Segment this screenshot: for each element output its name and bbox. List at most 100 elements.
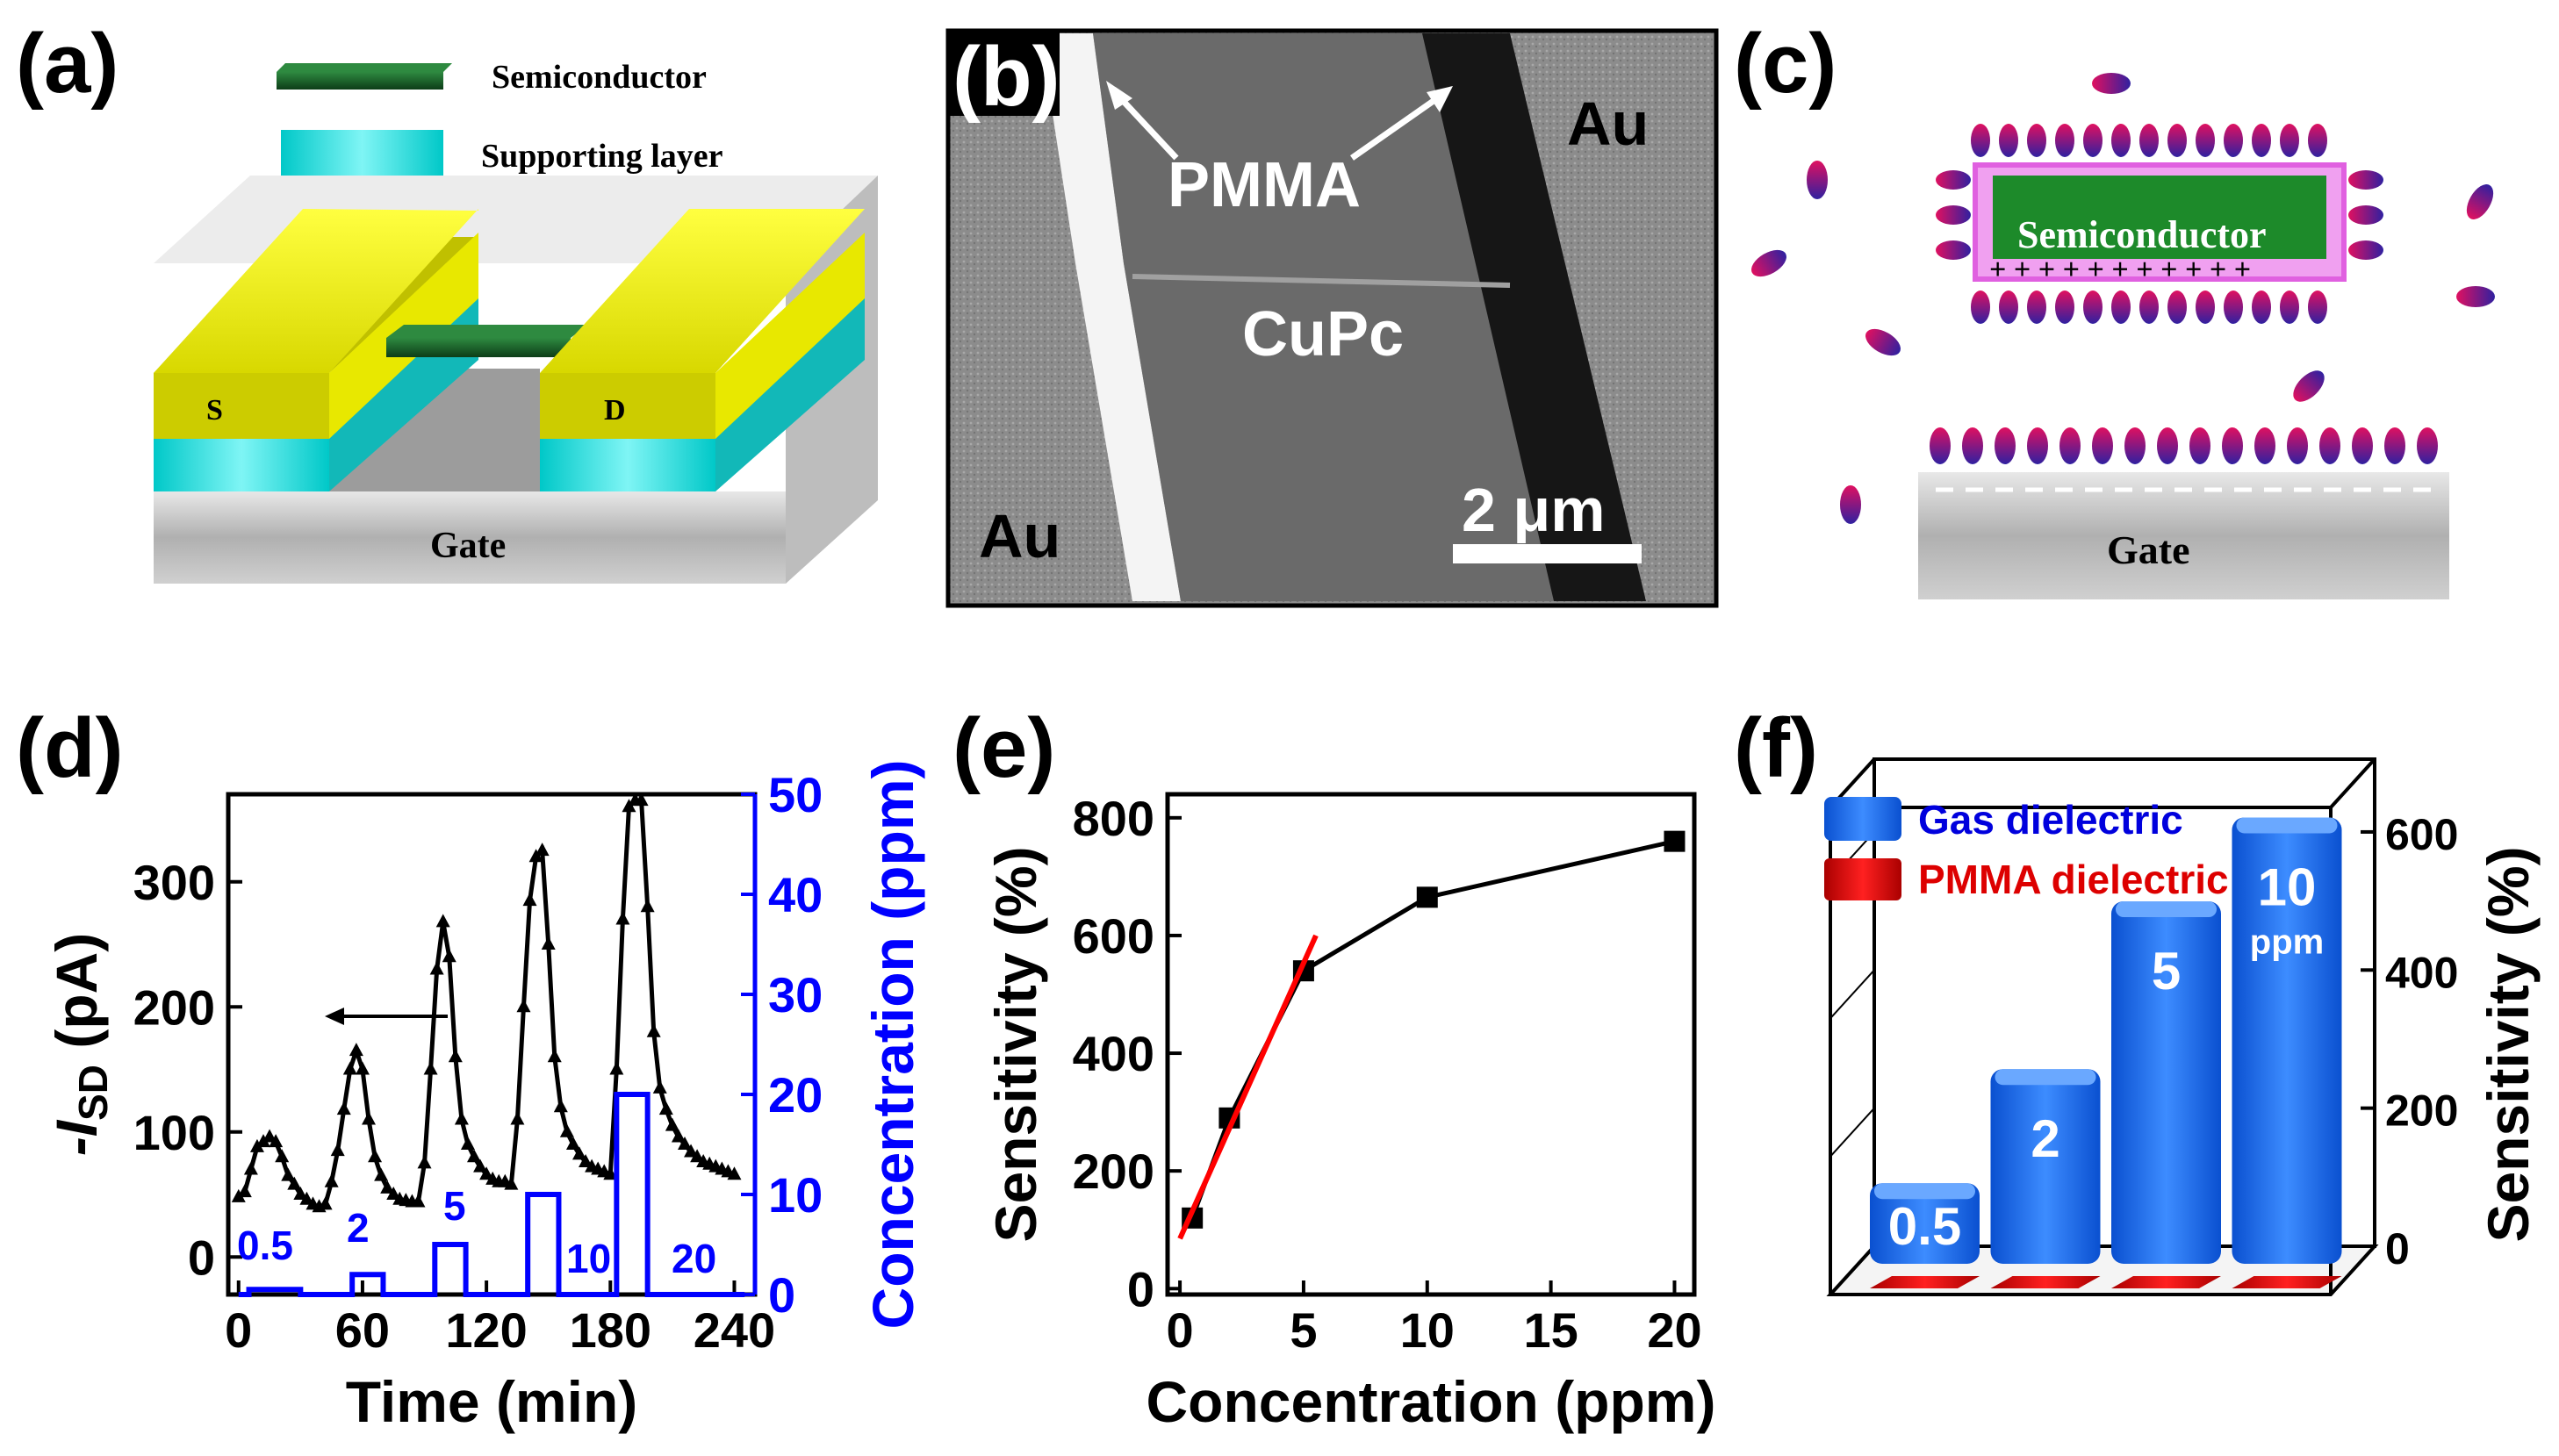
gas-molecule: [2083, 124, 2103, 157]
legend-semiconductor-text: Semiconductor: [492, 59, 707, 96]
y-tick-label: 400: [1073, 1026, 1154, 1081]
y2-tick-label: 0: [768, 1267, 795, 1323]
chart-e-ylabel: Sensitivity (%): [983, 846, 1048, 1242]
current-point: [336, 1101, 351, 1115]
gas-bar-top: [2236, 817, 2338, 834]
current-point: [256, 1134, 270, 1148]
chart-d-ylabel: -ISD (pA): [44, 933, 116, 1157]
current-point: [411, 1194, 426, 1208]
chart-e-frame: [1165, 792, 1697, 1297]
current-point: [572, 1146, 586, 1160]
panel-d-label: (d): [16, 701, 124, 795]
gas-molecule: [1865, 328, 1901, 356]
gas-molecule: [1936, 170, 1971, 190]
y-tick-label: 600: [1073, 908, 1154, 964]
legend-supporting-swatch: [281, 130, 443, 181]
chart-f-ylabel: Sensitivity (%): [2476, 846, 2541, 1242]
panel-c-label: (c): [1734, 17, 1837, 111]
electrode-s-top: [154, 209, 478, 373]
x-tick-label: 0: [225, 1302, 252, 1358]
chart-d-y2label: Concentration (ppm): [860, 760, 925, 1330]
chart-d-ylabel-unit: (pA): [44, 933, 109, 1065]
chart-d-frame: [226, 792, 758, 1297]
gas-molecule: [2287, 427, 2308, 464]
gate-label: Gate: [430, 526, 506, 566]
current-point: [423, 1061, 438, 1075]
gas-molecule: [2139, 124, 2159, 157]
gas-molecule: [2308, 290, 2327, 324]
grid-line-left: [1829, 1245, 1875, 1295]
x-tick-label: 10: [1400, 1302, 1455, 1358]
concentration-label: 0.5: [237, 1223, 293, 1268]
current-point: [559, 1123, 574, 1137]
chart-d-conc-labels: 0.5 2 5 10 20: [237, 1183, 716, 1281]
current-point: [516, 999, 531, 1013]
bar-category-label: 0.5: [1888, 1197, 1961, 1256]
current-line: [237, 798, 736, 1209]
chart-f: (f) 0 200 400 600 0.5 2 5 10 ppm Gas dielectric…: [1734, 701, 2541, 1296]
current-point: [671, 1129, 686, 1143]
gas-molecule: [2055, 124, 2074, 157]
current-point: [579, 1153, 593, 1167]
current-point: [355, 1061, 370, 1075]
legend-semiconductor-swatch: [277, 63, 452, 72]
gas-molecule: [2027, 124, 2046, 157]
gas-molecule: [2059, 427, 2081, 464]
concentration-label: 10: [566, 1236, 611, 1281]
source-label: S: [206, 394, 223, 427]
legend-semiconductor-swatch-front: [277, 72, 443, 90]
current-point: [243, 1161, 258, 1175]
chart-e-xlabel: Concentration (ppm): [1147, 1369, 1716, 1434]
y-tick-label: 0: [188, 1230, 215, 1285]
current-point: [287, 1176, 302, 1190]
electrode-d-front: [540, 373, 715, 439]
current-point: [249, 1138, 264, 1152]
gas-molecule: [1971, 124, 1990, 157]
y2-tick-label: 40: [768, 867, 823, 922]
y-tick-label: 800: [1073, 791, 1154, 846]
pmma-bright-edge: [1040, 33, 1181, 601]
current-point: [522, 893, 537, 907]
gas-molecule: [2139, 290, 2159, 324]
gas-molecule: [2252, 124, 2271, 157]
current-point: [299, 1191, 314, 1205]
gas-molecule: [2167, 290, 2187, 324]
legend-gas-label: Gas dielectric: [1918, 797, 2183, 843]
legend-pmma-swatch: [1824, 858, 1901, 900]
bar-category-label: 2: [2031, 1109, 2059, 1168]
current-point: [448, 1049, 463, 1063]
scale-bar: [1453, 544, 1642, 563]
current-point: [368, 1149, 383, 1163]
current-point: [349, 1043, 363, 1057]
molecules-top-row: [1971, 124, 2327, 157]
current-point: [678, 1137, 692, 1150]
gas-molecule: [2157, 427, 2178, 464]
current-point: [473, 1158, 488, 1173]
concentration-label: 2: [347, 1205, 370, 1251]
current-point: [281, 1167, 296, 1181]
gas-bar: [2232, 817, 2342, 1264]
pmma-bar: [2232, 1276, 2342, 1288]
current-point: [541, 936, 556, 950]
current-point: [293, 1187, 308, 1200]
x-tick-label: 60: [335, 1302, 390, 1358]
gas-molecule: [2254, 427, 2275, 464]
y2-tick-label: 10: [768, 1167, 823, 1223]
current-point: [362, 1111, 376, 1125]
scale-bar-label: 2 μm: [1462, 476, 1605, 544]
gas-molecule: [2027, 427, 2048, 464]
cupc-label: CuPc: [1242, 299, 1404, 369]
current-point: [609, 1061, 624, 1075]
gas-molecule: [2348, 205, 2383, 225]
gas-molecule: [2224, 124, 2243, 157]
panel-f-label: (f): [1734, 701, 1818, 795]
current-point: [690, 1149, 705, 1163]
gas-molecule: [2456, 286, 2495, 307]
plus-charges: + + + + + + + + + + +: [1989, 254, 2251, 286]
pmma-bar: [1870, 1276, 1980, 1288]
y-tick-label: 0: [2385, 1224, 2410, 1273]
pmma-bar: [2111, 1276, 2221, 1288]
gas-bar-top: [1995, 1069, 2096, 1086]
current-point: [460, 1137, 475, 1150]
